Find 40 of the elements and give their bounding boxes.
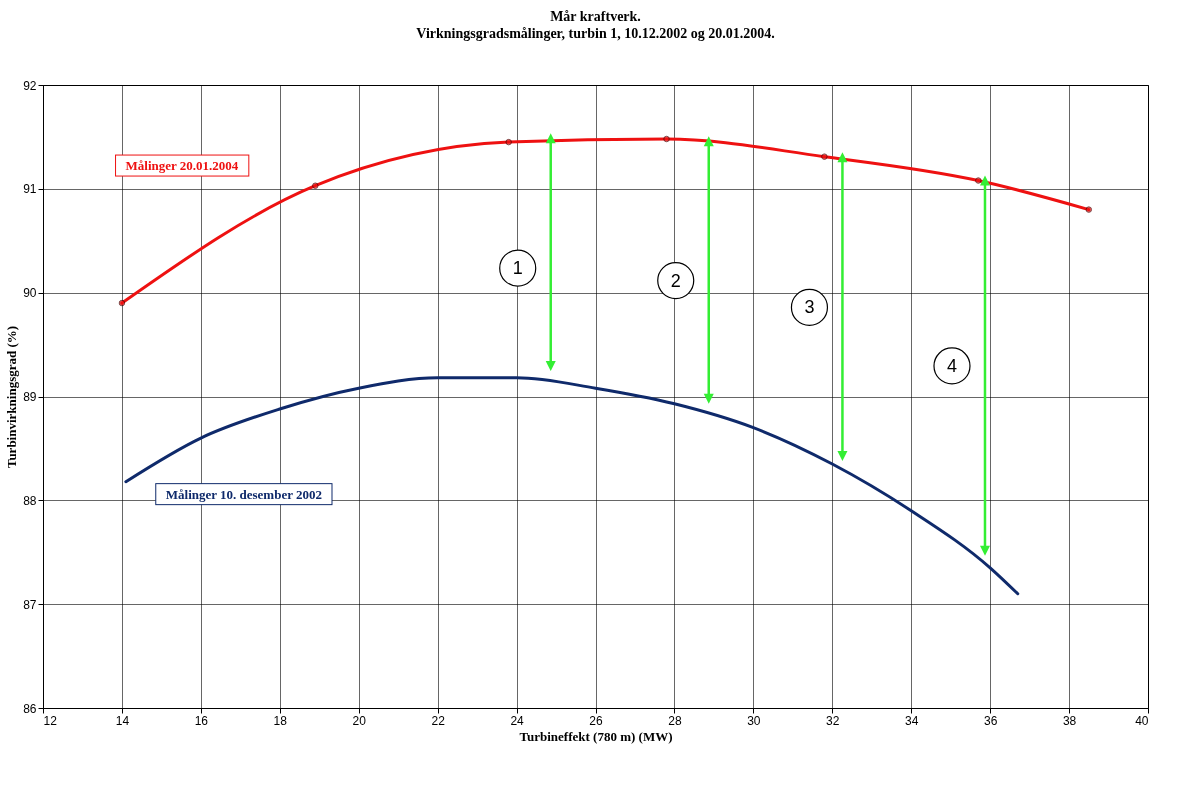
x-tick-label: 32	[826, 713, 840, 728]
x-tick-label: 12	[43, 713, 58, 728]
x-tick-label: 18	[273, 713, 288, 728]
x-tick-label: 34	[905, 713, 919, 728]
x-tick-label: 26	[589, 713, 603, 728]
y-tick-label: 90	[23, 286, 37, 301]
point	[118, 299, 126, 307]
x-tick-label: 30	[747, 713, 761, 728]
point	[1085, 206, 1093, 213]
annotation: 2	[670, 270, 681, 291]
point	[663, 135, 670, 143]
x-tick-label: 28	[668, 713, 682, 728]
annotation: 3	[804, 297, 815, 318]
chart-subtitle: Virkningsgradsmålinger, turbin 1, 10.12.2002 og 20.01.2004.	[416, 26, 775, 41]
point	[975, 177, 982, 184]
line-series	[124, 376, 1020, 596]
chart-title: Mår kraftverk.	[550, 9, 641, 24]
text: Målinger 20.01.2004	[125, 158, 239, 174]
x-tick-label: 14	[115, 713, 130, 728]
x-tick-label: 38	[1062, 713, 1077, 728]
x-tick-label: 16	[194, 713, 209, 728]
annotation: 1	[512, 258, 523, 279]
x-tick-label: 36	[983, 713, 998, 728]
point	[312, 182, 319, 189]
x-tick-label: 22	[431, 713, 446, 728]
x-axis-title: Turbineffekt (780 m) (MW)	[519, 728, 673, 744]
y-tick-label: 91	[23, 182, 37, 197]
y-tick-label: 88	[23, 493, 37, 508]
y-tick-label: 89	[23, 390, 37, 404]
y-axis-title: Turbinvirkningsgrad (%)	[4, 325, 20, 469]
series-label: Målinger 10. desember 2002	[165, 486, 322, 502]
y-tick-label: 86	[23, 701, 37, 716]
x-tick-label: 20	[352, 713, 367, 728]
y-tick-label: 92	[23, 78, 37, 93]
x-tick-label: 40	[1135, 713, 1149, 728]
point	[821, 153, 828, 160]
y-tick-label: 87	[23, 597, 37, 612]
point	[505, 138, 512, 146]
annotation: 4	[946, 355, 957, 376]
x-tick-label: 24	[510, 713, 525, 728]
